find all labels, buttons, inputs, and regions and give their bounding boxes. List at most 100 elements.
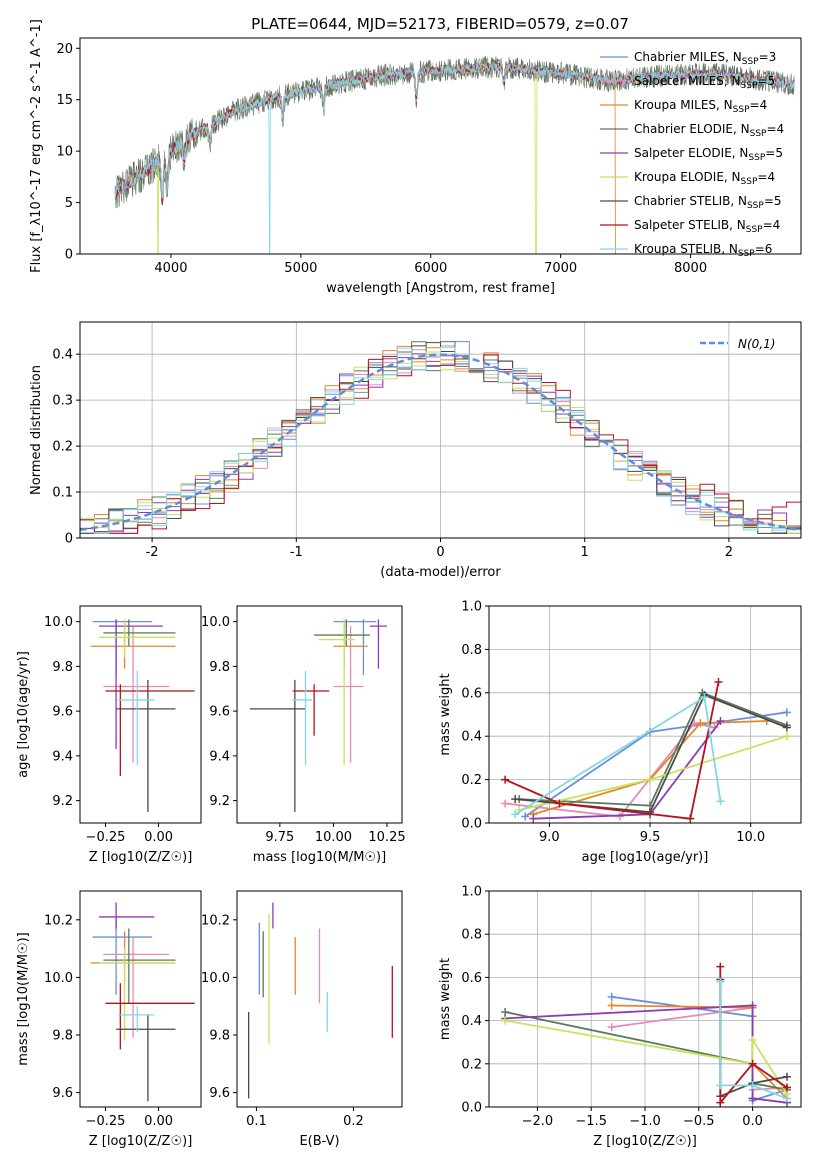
weight-marker <box>714 677 723 686</box>
weight-vs-age-panel: 9.0 9.5 10.0 0.0 0.2 0.4 0.6 0.8 1.0 age [log10(a… <box>438 600 802 865</box>
weight-marker <box>716 962 725 971</box>
age-vs-metallicity-panel: −0.25 0.00 9.2 9.4 9.6 9.8 10.0 Z [log10(Z/Z☉)]… <box>16 605 202 865</box>
weight-line-7 <box>504 681 720 820</box>
y-tick-label: 9.8 <box>52 1029 73 1044</box>
weight-marker <box>748 1081 757 1090</box>
x-tick-label: 0.2 <box>343 1114 364 1129</box>
x-tick-label: 10.25 <box>368 830 405 845</box>
y-axis-label: mass weight <box>438 673 453 755</box>
x-tick-label: 7000 <box>544 261 577 276</box>
legend-label: Chabrier MILES, NSSP=3 <box>634 50 776 67</box>
weight-marker <box>783 1072 792 1081</box>
plot-area <box>80 341 801 534</box>
x-tick-label: 9.5 <box>640 830 661 845</box>
weight-marker <box>783 1094 792 1103</box>
spectrum-line-0 <box>114 62 795 201</box>
y-tick-label: 0.4 <box>461 1014 482 1029</box>
weight-marker <box>748 1036 757 1045</box>
mass-vs-extinction-panel: 0.1 0.2 9.6 9.8 10.0 10.2 E(B-V) <box>201 890 403 1149</box>
figure-title: PLATE=0644, MJD=52173, FIBERID=0579, z=0… <box>251 15 629 33</box>
legend-label: Chabrier STELIB, NSSP=5 <box>634 194 782 211</box>
x-tick-label: 10.0 <box>736 830 765 845</box>
weight-line-3 <box>519 691 788 807</box>
y-tick-label: 10.0 <box>44 615 73 630</box>
y-tick-label: 10.0 <box>201 971 230 986</box>
weight-marker <box>501 799 510 808</box>
y-axis-label: age [log10(age/yr)] <box>16 651 31 778</box>
x-tick-label: −2.0 <box>522 1114 554 1129</box>
y-tick-label: 0.2 <box>52 440 73 455</box>
x-tick-label: −0.5 <box>683 1114 715 1129</box>
axes-frame <box>79 605 202 824</box>
plot-area <box>90 619 195 812</box>
x-tick-label: 8000 <box>674 261 707 276</box>
weight-marker <box>555 799 564 808</box>
y-tick-label: 9.2 <box>52 794 73 809</box>
weight-marker <box>783 1083 792 1092</box>
y-tick-label: 9.4 <box>209 749 230 764</box>
weight-marker <box>646 775 655 784</box>
weight-marker <box>782 723 791 732</box>
legend-label: Kroupa STELIB, NSSP=6 <box>634 242 772 259</box>
y-tick-label: 15 <box>56 93 73 108</box>
y-tick-label: 9.8 <box>209 660 230 675</box>
weight-marker <box>511 810 520 819</box>
y-tick-label: 0 <box>65 532 73 547</box>
weight-marker <box>748 1094 757 1103</box>
plot-area <box>114 56 795 254</box>
legend-label: N(0,1) <box>738 337 775 351</box>
weight-marker <box>696 719 705 728</box>
weight-marker <box>607 1001 616 1010</box>
weight-marker <box>521 812 530 821</box>
weight-marker <box>700 693 709 702</box>
y-tick-label: 9.6 <box>209 1086 230 1101</box>
x-tick-label: 10.00 <box>315 830 352 845</box>
x-axis-label: Z [log10(Z/Z☉)] <box>593 1134 697 1149</box>
weight-marker <box>782 732 791 741</box>
weight-line-3 <box>504 1011 788 1091</box>
y-axis-label: Normed distribution <box>29 365 44 495</box>
age-vs-mass-panel: 9.75 10.00 10.25 9.2 9.4 9.6 9.8 10.0 mass [log1… <box>201 605 406 865</box>
y-tick-label: 9.4 <box>52 749 73 764</box>
x-tick-label: 4000 <box>154 261 187 276</box>
y-tick-label: 0.0 <box>461 817 482 832</box>
y-tick-label: 0.2 <box>461 1057 482 1072</box>
weight-marker <box>716 977 725 986</box>
x-tick-label: 2 <box>725 545 733 560</box>
plot-area <box>501 962 792 1107</box>
x-tick-label: 0.00 <box>144 1114 173 1129</box>
y-tick-label: 20 <box>56 42 73 57</box>
x-tick-label: 5000 <box>284 261 317 276</box>
weight-marker <box>716 797 725 806</box>
plot-area <box>247 902 393 1099</box>
x-tick-label: 0.0 <box>742 1114 763 1129</box>
weight-marker <box>501 775 510 784</box>
x-tick-label: −0.25 <box>86 830 126 845</box>
y-tick-label: 9.8 <box>52 660 73 675</box>
weight-line-8 <box>719 981 788 1100</box>
axes-frame <box>236 890 403 1108</box>
x-axis-label: age [log10(age/yr)] <box>582 850 709 865</box>
y-tick-label: 1.0 <box>461 885 482 900</box>
legend-label: Salpeter ELODIE, NSSP=5 <box>634 146 783 163</box>
weight-marker <box>607 992 616 1001</box>
axes-frame <box>236 605 403 824</box>
normal-curve <box>80 353 801 532</box>
y-axis-label: Flux [f_λ10^-17 erg cm^-2 s^-1 A^-1] <box>29 19 44 273</box>
x-axis-label: wavelength [Angstrom, rest frame] <box>326 281 555 296</box>
x-tick-label: 0.00 <box>144 830 173 845</box>
weight-marker <box>748 1001 757 1010</box>
weight-marker <box>511 795 520 804</box>
weight-marker <box>607 1023 616 1032</box>
y-tick-label: 0.0 <box>461 1101 482 1116</box>
weight-vs-metallicity-panel: −2.0 −1.5 −1.0 −0.5 0.0 0.0 0.2 0.4 0.6 0.8 1.0 Z [… <box>438 885 802 1149</box>
x-tick-label: −1.0 <box>629 1114 661 1129</box>
x-tick-label: 0.1 <box>246 1114 267 1129</box>
y-tick-label: 10 <box>56 145 73 160</box>
histogram-step-7 <box>80 354 801 534</box>
x-tick-label: 6000 <box>414 261 447 276</box>
weight-marker <box>782 708 791 717</box>
y-tick-label: 10.2 <box>44 913 73 928</box>
weight-line-5 <box>504 1019 788 1095</box>
